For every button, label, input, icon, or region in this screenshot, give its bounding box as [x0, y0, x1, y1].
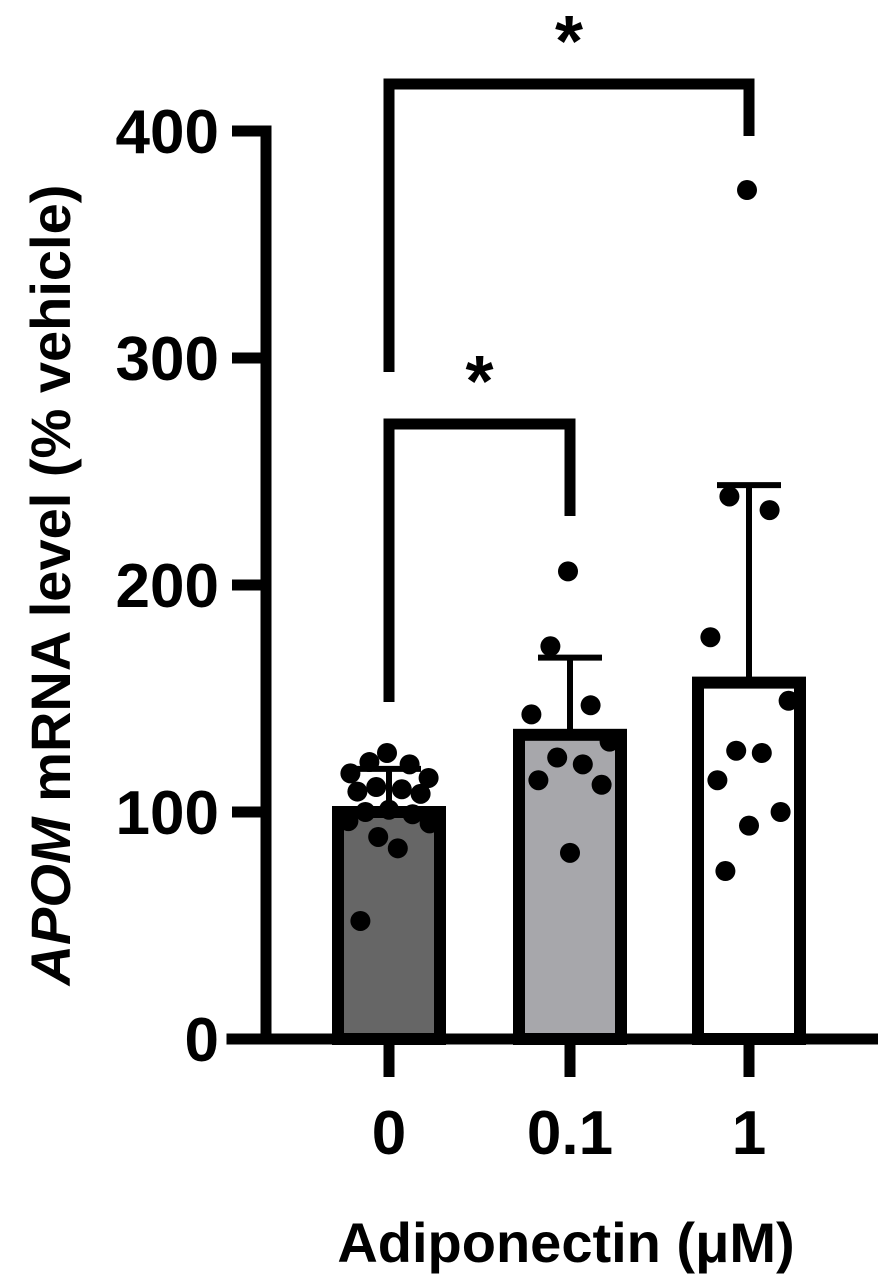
data-point	[751, 742, 772, 763]
data-point	[391, 779, 412, 800]
significance-label: *	[555, 2, 583, 82]
data-point	[350, 910, 371, 931]
data-point	[387, 838, 408, 859]
data-point	[707, 770, 728, 791]
data-point	[540, 636, 561, 657]
data-point	[572, 754, 593, 775]
y-axis-title: APOM mRNA level (% vehicle)	[19, 185, 82, 988]
y-tick-label: 0	[185, 1006, 219, 1075]
data-point	[419, 813, 440, 834]
data-point	[410, 783, 431, 804]
data-point	[355, 802, 376, 822]
data-point	[700, 627, 721, 648]
data-point	[399, 754, 420, 775]
data-point	[418, 767, 439, 788]
data-point	[599, 731, 620, 752]
bar	[692, 676, 806, 1045]
data-point	[580, 695, 601, 716]
data-point	[715, 861, 736, 882]
data-point	[347, 781, 368, 802]
x-tick-label: 0.1	[527, 1099, 613, 1168]
significance-brackets: **	[383, 2, 755, 702]
data-point	[719, 486, 740, 507]
y-tick-label: 400	[116, 98, 219, 167]
significance-label: *	[465, 342, 493, 422]
data-point	[726, 740, 747, 761]
data-point	[547, 747, 568, 768]
data-point	[737, 180, 757, 201]
data-point	[778, 690, 799, 711]
x-tick-label: 0	[372, 1099, 406, 1168]
y-ticks: 0 100 200 300 400	[116, 98, 266, 1075]
y-tick-label: 200	[116, 552, 219, 621]
data-point	[366, 777, 387, 798]
data-point	[739, 815, 759, 836]
data-point	[528, 770, 549, 791]
x-axis-title: Adiponectin (μM)	[337, 1211, 794, 1274]
y-axis-title-gene: APOM	[19, 816, 82, 987]
significance-bracket	[383, 418, 576, 702]
significance-bracket	[383, 78, 755, 372]
x-tick-label: 1	[732, 1099, 766, 1168]
data-point	[560, 842, 580, 863]
data-point	[591, 774, 612, 795]
data-point	[338, 811, 359, 832]
y-tick-label: 300	[116, 325, 219, 394]
data-point	[770, 802, 791, 822]
data-point	[377, 742, 397, 763]
data-point	[402, 804, 423, 825]
y-axis-title-rest: mRNA level (% vehicle)	[19, 185, 82, 818]
data-point	[340, 763, 361, 784]
y-tick-label: 100	[116, 779, 219, 848]
data-point	[359, 752, 380, 773]
data-point	[759, 500, 780, 521]
data-points	[338, 180, 799, 931]
data-point	[379, 799, 399, 820]
data-point	[521, 704, 542, 725]
data-point	[368, 826, 389, 847]
x-ticks: 0 0.1 1	[372, 1039, 766, 1168]
data-point	[558, 561, 578, 582]
